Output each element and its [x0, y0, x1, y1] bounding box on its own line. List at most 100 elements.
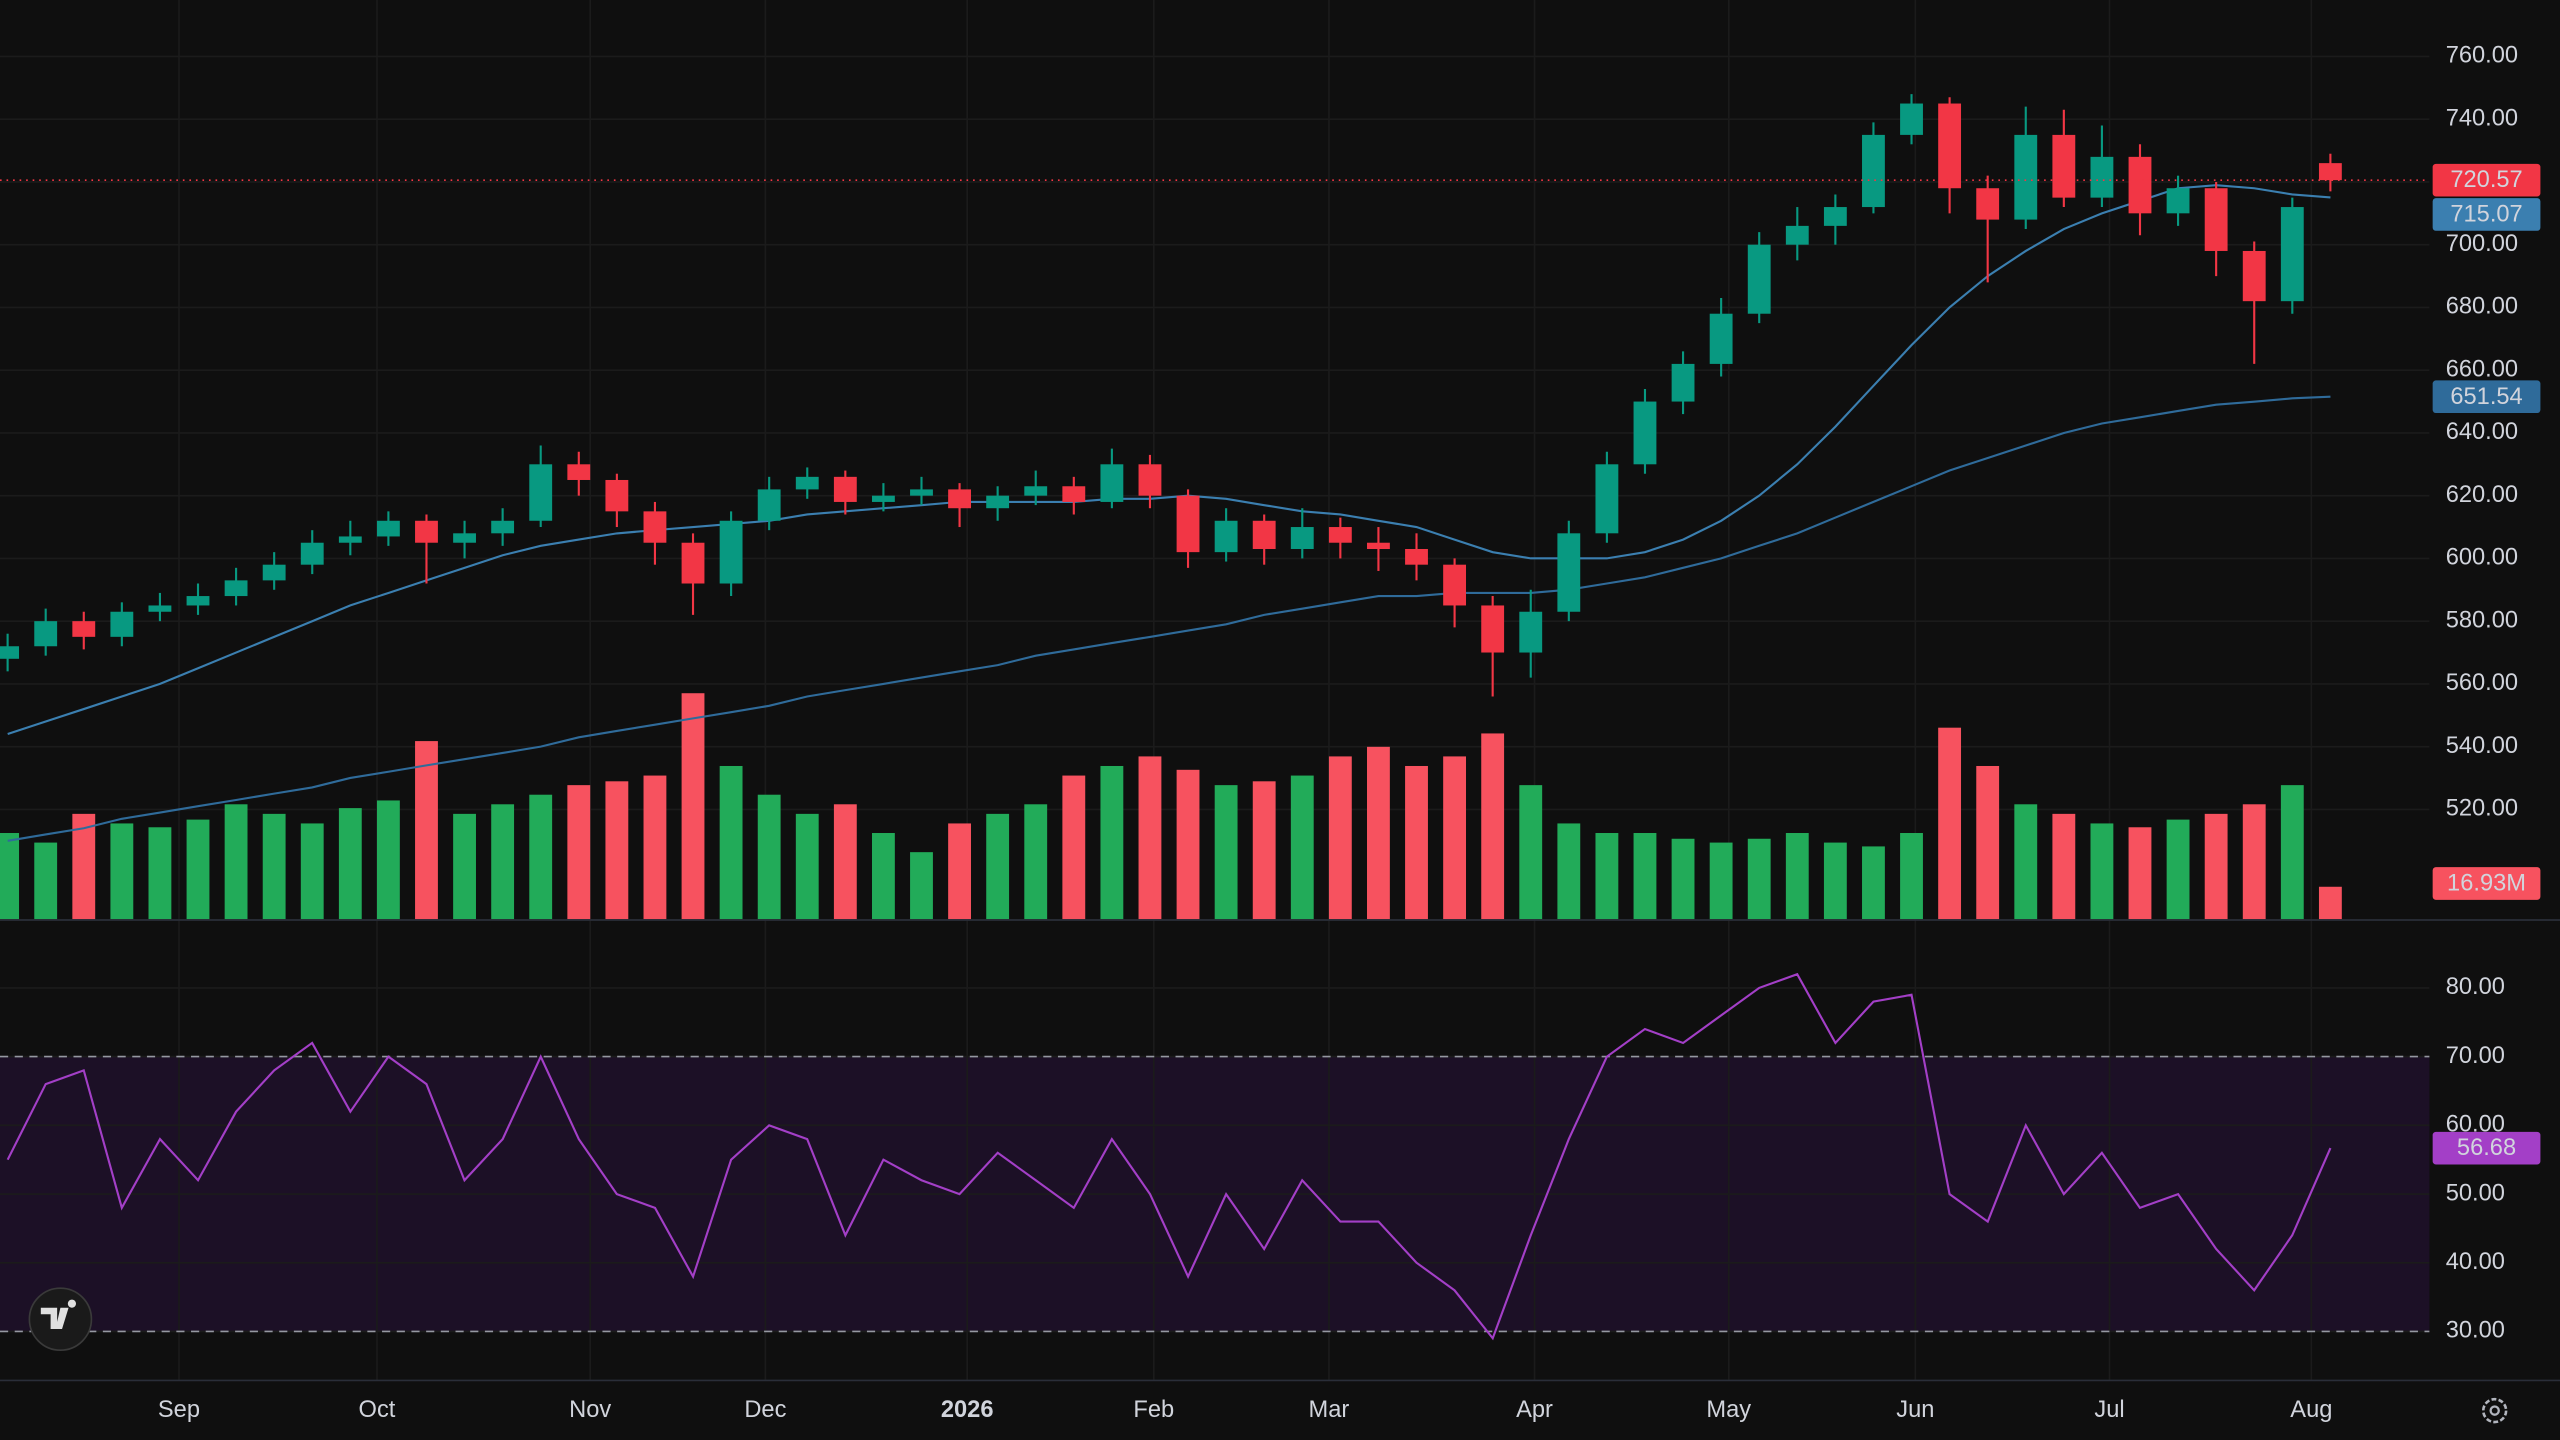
volume-bar	[338, 808, 362, 920]
candle-body	[605, 479, 629, 512]
candle-body	[262, 564, 286, 581]
volume-bar	[1823, 842, 1847, 920]
volume-bar	[224, 804, 248, 920]
volume-bar	[1747, 838, 1771, 920]
x-tick-label: Aug	[2290, 1397, 2332, 1423]
volume-bar	[1862, 846, 1885, 920]
candle-body	[1481, 605, 1505, 653]
volume-bar	[2090, 823, 2114, 920]
moving-average	[7, 395, 2331, 842]
candle-body	[376, 520, 400, 537]
candle-body	[1785, 225, 1809, 245]
candle-body	[2242, 250, 2266, 302]
candle-body	[948, 489, 971, 509]
x-tick-label: Jul	[2094, 1397, 2124, 1423]
ma-value-label: 715.07	[2450, 202, 2522, 228]
gear-inner[interactable]	[2489, 1405, 2500, 1416]
candle-body	[1900, 103, 1923, 135]
candle-body	[681, 542, 705, 584]
candle-body	[1823, 207, 1847, 226]
volume-bar	[1633, 833, 1657, 920]
volume-bar	[1709, 842, 1733, 920]
volume-label-box	[2432, 867, 2541, 900]
volume-bar	[1595, 833, 1619, 920]
volume-bar	[110, 823, 134, 920]
volume-bar	[2280, 785, 2304, 920]
candle-body	[833, 476, 857, 502]
y-tick-label: 760.00	[2446, 43, 2518, 69]
candle-body	[1405, 549, 1428, 565]
volume-bar	[795, 813, 819, 920]
rsi-tick-label: 50.00	[2446, 1180, 2505, 1206]
volume-bar	[2204, 813, 2228, 920]
volume-bar	[605, 781, 629, 920]
volume-bar	[910, 852, 933, 920]
candle-body	[1709, 313, 1733, 364]
x-tick-label: Feb	[1133, 1397, 1174, 1423]
volume-bar	[1138, 756, 1162, 920]
ma-value-label-box	[2432, 198, 2541, 231]
candle-body	[2090, 156, 2114, 198]
candle-body	[2014, 134, 2038, 220]
candle-body	[1862, 134, 1885, 208]
tradingview-logo[interactable]	[28, 1287, 93, 1352]
rsi-tick-label: 40.00	[2446, 1249, 2505, 1275]
volume-bar	[300, 823, 324, 920]
candle-body	[1176, 495, 1200, 553]
volume-bar	[681, 693, 705, 920]
volume-bar	[376, 800, 400, 920]
ma-value-label: 651.54	[2450, 384, 2522, 410]
volume-bar	[2014, 804, 2038, 920]
volume-bar	[643, 775, 667, 920]
candle-body	[338, 536, 362, 543]
candle-body	[1443, 564, 1467, 606]
volume-bar	[34, 842, 58, 920]
volume-bar	[2166, 819, 2190, 920]
candle-body	[986, 495, 1010, 509]
y-tick-label: 520.00	[2446, 796, 2518, 822]
candle-body	[453, 533, 476, 543]
y-tick-label: 560.00	[2446, 670, 2518, 696]
volume-bar	[2128, 827, 2152, 920]
volume-bar	[567, 785, 591, 920]
candle-body	[110, 611, 134, 637]
candle-body	[1519, 611, 1543, 653]
candle-body	[2318, 163, 2342, 181]
volume-bar	[1785, 833, 1809, 920]
volume-bar	[1176, 769, 1200, 920]
settings-button[interactable]	[2481, 1397, 2508, 1424]
y-tick-label: 660.00	[2446, 356, 2518, 382]
y-tick-label: 680.00	[2446, 294, 2518, 320]
moving-average	[7, 184, 2331, 736]
volume-bar	[1671, 838, 1695, 920]
y-tick-label: 600.00	[2446, 545, 2518, 571]
volume-bar	[453, 813, 476, 920]
volume-bar	[1900, 833, 1923, 920]
candle-body	[186, 596, 210, 606]
volume-bar	[262, 813, 286, 920]
candle-body	[1595, 464, 1619, 534]
volume-bar	[529, 794, 553, 920]
candle-body	[1100, 464, 1124, 502]
volume-bar	[757, 794, 781, 920]
last-price-label: 720.57	[2450, 167, 2522, 193]
y-tick-label: 700.00	[2446, 231, 2518, 257]
logo-mark[interactable]	[40, 1299, 76, 1329]
rsi-value-label: 56.68	[2457, 1135, 2516, 1161]
candle-body	[0, 646, 20, 659]
candle-body	[148, 605, 172, 612]
candle-body	[1024, 486, 1048, 496]
x-tick-label: May	[1706, 1397, 1751, 1423]
candle-body	[757, 489, 781, 521]
volume-bar	[1519, 785, 1543, 920]
volume-bar	[1328, 756, 1352, 920]
candle-body	[2128, 156, 2152, 214]
candle-body	[719, 520, 743, 584]
volume-bar	[986, 813, 1010, 920]
plot	[0, 0, 2430, 1380]
gear-outer[interactable]	[2481, 1397, 2508, 1424]
volume-bar	[2242, 804, 2266, 920]
volume-bar	[0, 833, 20, 920]
candle-body	[491, 520, 515, 534]
candle-body	[2052, 134, 2076, 198]
